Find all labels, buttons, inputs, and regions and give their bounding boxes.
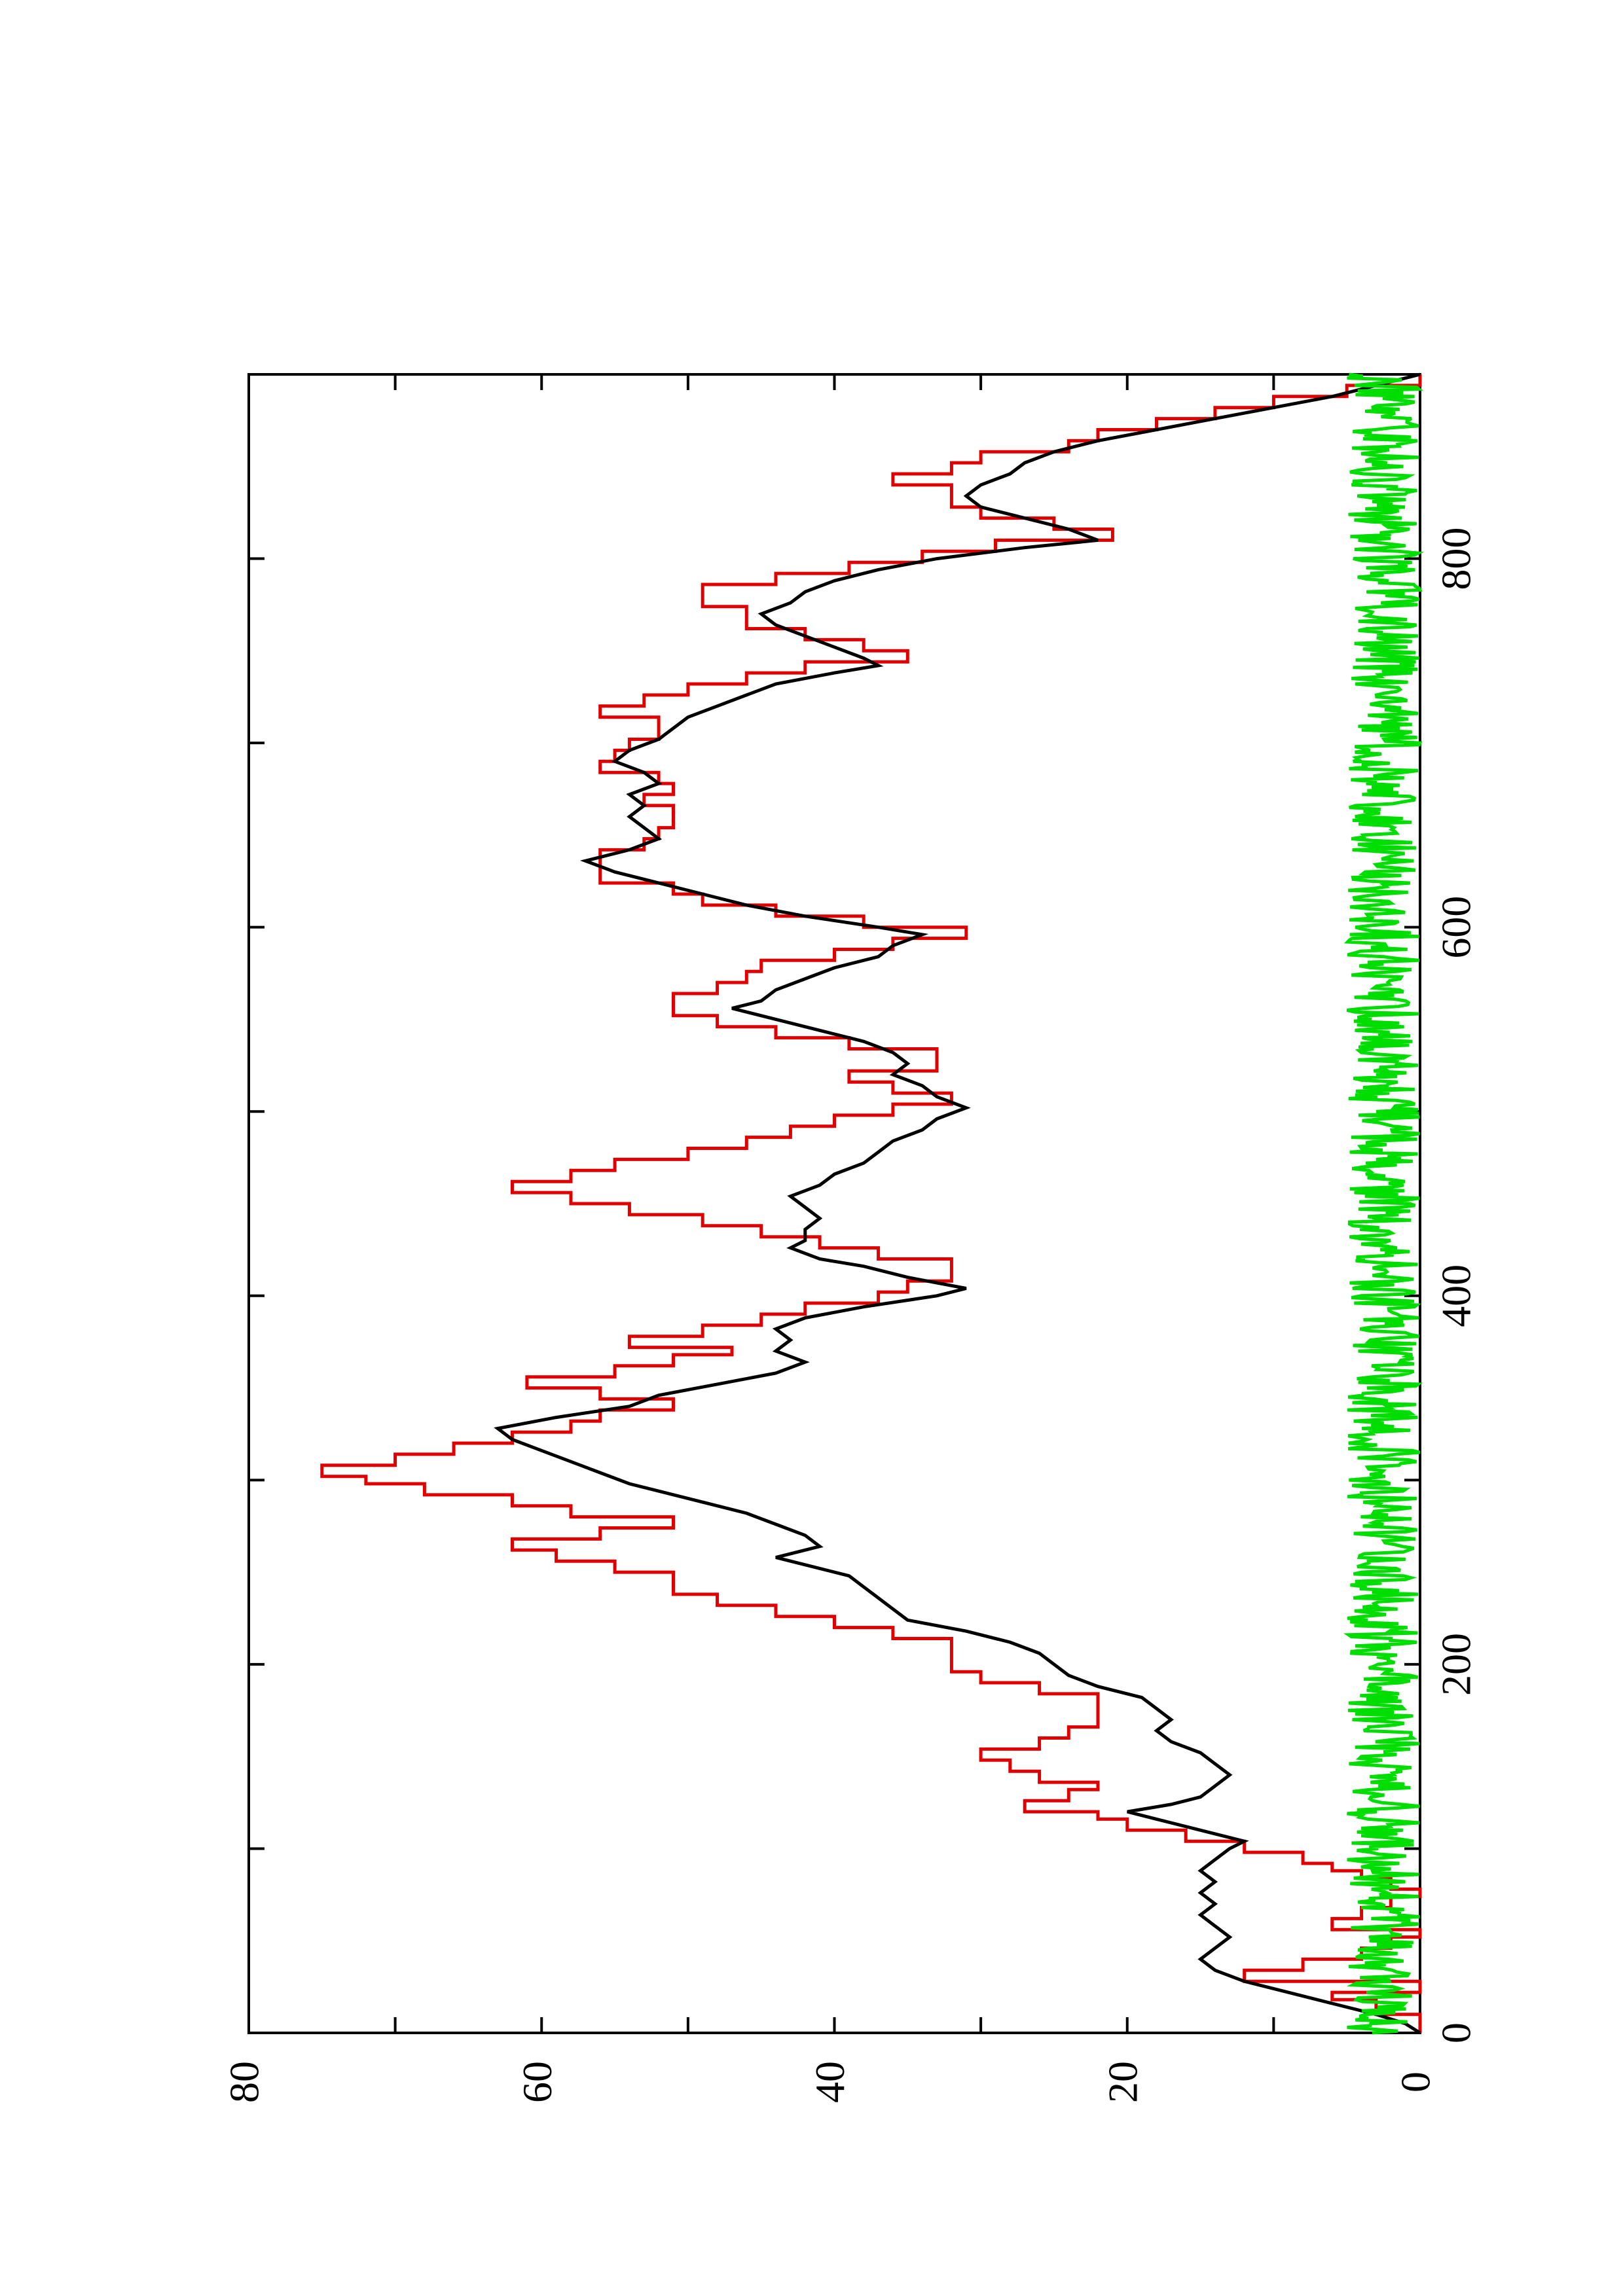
x-tick-label: 0 [1433, 2022, 1480, 2043]
y-tick-label: 80 [221, 2061, 268, 2103]
x-tick-label: 800 [1433, 528, 1480, 590]
series-line-2 [494, 372, 1421, 2035]
x-tick-label: 400 [1433, 1265, 1480, 1327]
series-line-3 [1343, 372, 1424, 2035]
x-tick-label: 200 [1433, 1633, 1480, 1696]
y-tick-label: 40 [807, 2061, 853, 2103]
y-tick-label: 20 [1099, 2061, 1146, 2103]
series-line-1 [320, 374, 1422, 2033]
series-layer [320, 372, 1424, 2035]
y-tick-label: 0 [1393, 2072, 1439, 2092]
plot-frame [247, 373, 1421, 2034]
x-tick-label: 600 [1433, 896, 1480, 959]
tick-labels: 0 200 400 600 800 0 20 40 60 80 [221, 528, 1480, 2103]
y-tick-label: 60 [514, 2061, 560, 2103]
axis-ticks [247, 374, 1421, 2034]
